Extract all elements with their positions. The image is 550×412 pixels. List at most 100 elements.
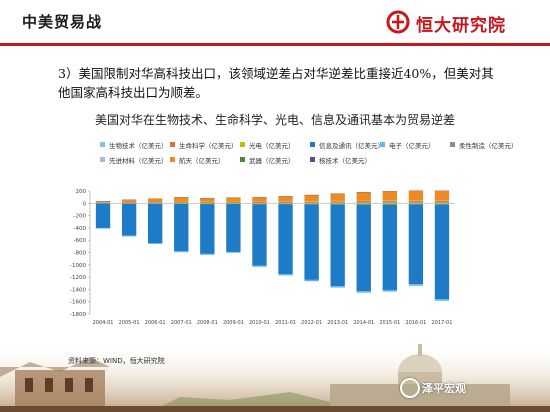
wechat-icon bbox=[400, 378, 420, 398]
x-tick-label: 2013-01 bbox=[327, 320, 348, 326]
bar-segment bbox=[382, 201, 397, 203]
legend-swatch bbox=[170, 142, 175, 147]
legend-item: 生物技术（亿美元） bbox=[100, 140, 170, 150]
bar-segment bbox=[200, 253, 215, 255]
bar-chart: 200 0 -200 -400 -600 -800 -1000 -1200 -1400 -1600… bbox=[70, 189, 455, 326]
bar-segment bbox=[382, 202, 397, 204]
logo-mark-icon bbox=[386, 10, 410, 34]
bar-segment bbox=[304, 203, 319, 205]
bar-segment bbox=[382, 289, 397, 292]
bar-segment bbox=[148, 203, 163, 244]
legend-swatch bbox=[100, 157, 105, 162]
bar-segment bbox=[356, 201, 371, 203]
bar-segment bbox=[356, 192, 371, 201]
legend-label: 航天（亿美元） bbox=[179, 156, 225, 165]
bar-segment bbox=[382, 203, 397, 205]
bar-segment bbox=[278, 201, 293, 203]
legend-label: 核技术（亿美元） bbox=[319, 156, 371, 165]
bar-segment bbox=[226, 203, 241, 252]
bar-segment bbox=[408, 202, 424, 204]
bar-segment bbox=[356, 202, 371, 204]
legend-label: 武器（亿美元） bbox=[249, 156, 295, 165]
bar-segment bbox=[356, 203, 371, 205]
legend-label: 柔性制造（亿美元） bbox=[459, 141, 518, 150]
x-tick-label: 2010-01 bbox=[249, 320, 270, 326]
bar-segment bbox=[330, 204, 345, 287]
x-tick-label: 2016-01 bbox=[405, 320, 426, 326]
bar-segment bbox=[408, 203, 424, 205]
bar-segment bbox=[434, 201, 450, 203]
bar-segment bbox=[200, 198, 215, 202]
bar-segment bbox=[174, 203, 189, 204]
legend-label: 光电（亿美元） bbox=[249, 141, 295, 150]
bar-segment bbox=[252, 202, 267, 203]
bar-segment bbox=[408, 190, 424, 201]
y-tick-label: 200 bbox=[76, 189, 87, 195]
source-note: 资料来源：WIND，恒大研究院 bbox=[68, 357, 165, 365]
bar-segment bbox=[434, 204, 450, 300]
bar-segment bbox=[200, 203, 215, 205]
legend-item: 核技术（亿美元） bbox=[310, 155, 380, 165]
bar-segment bbox=[95, 201, 111, 203]
header-bar: 中美贸易战 恒大研究院 bbox=[0, 0, 550, 44]
bar-segment bbox=[434, 203, 450, 205]
bar-segment bbox=[330, 193, 345, 201]
y-tick-label: -600 bbox=[74, 238, 87, 244]
bar-segment bbox=[174, 197, 189, 202]
bar-segment bbox=[278, 196, 293, 202]
legend-swatch bbox=[240, 142, 245, 147]
bar-segment bbox=[148, 243, 163, 245]
bar-segment bbox=[226, 197, 241, 202]
watermark-text: 泽平宏观 bbox=[422, 382, 466, 395]
logo: 恒大研究院 bbox=[386, 8, 542, 38]
y-tick-label: -400 bbox=[74, 226, 87, 232]
bar-segment bbox=[252, 265, 267, 267]
chart-legend: 生物技术（亿美元） 生命科学（亿美元） 光电（亿美元） 信息及通讯（亿美元） 电子（亿美… bbox=[100, 140, 520, 170]
bar-segment bbox=[95, 203, 111, 228]
legend-item: 航天（亿美元） bbox=[170, 155, 240, 165]
bar-segment bbox=[382, 204, 397, 290]
bar-segment bbox=[330, 201, 345, 203]
x-tick-label: 2008-01 bbox=[197, 320, 218, 326]
bar-segment bbox=[278, 204, 293, 275]
legend-swatch bbox=[240, 157, 245, 162]
bar-segment bbox=[200, 204, 215, 254]
bar-segment bbox=[148, 202, 163, 204]
legend-swatch bbox=[170, 157, 175, 162]
legend-swatch bbox=[100, 142, 105, 147]
x-tick-label: 2004-01 bbox=[93, 320, 114, 326]
bar-segment bbox=[304, 201, 319, 203]
logo-text: 恒大研究院 bbox=[416, 16, 506, 36]
header-divider bbox=[0, 43, 550, 46]
bar-segment bbox=[434, 299, 450, 301]
x-tick-label: 2005-01 bbox=[119, 320, 140, 326]
y-tick-label: -1400 bbox=[70, 287, 86, 293]
bar-segment bbox=[304, 204, 319, 280]
bar-segment bbox=[252, 204, 267, 266]
legend-item: 信息及通讯（亿美元） bbox=[310, 140, 384, 150]
bar-segment bbox=[121, 202, 137, 204]
legend-item: 柔性制造（亿美元） bbox=[450, 140, 520, 150]
body-paragraph: 3）美国限制对华高科技出口，该领域逆差占对华逆差比重接近40%，但美对其他国家高… bbox=[58, 66, 494, 100]
page-title: 中美贸易战 bbox=[22, 13, 103, 31]
bar-segment bbox=[408, 201, 424, 203]
y-tick-label: -1800 bbox=[70, 312, 86, 318]
bar-segment bbox=[174, 203, 189, 252]
x-tick-label: 2015-01 bbox=[379, 320, 400, 326]
footer-building-illustration bbox=[0, 342, 550, 412]
legend-label: 先进材料（亿美元） bbox=[109, 156, 168, 165]
bar-segment bbox=[382, 191, 397, 201]
bar-segment bbox=[330, 203, 345, 205]
legend-row: 生物技术（亿美元） 生命科学（亿美元） 光电（亿美元） 信息及通讯（亿美元） 电子（亿美… bbox=[100, 140, 520, 150]
y-tick-label: -200 bbox=[74, 214, 87, 220]
bar-segment bbox=[408, 284, 424, 286]
x-tick-label: 2011-01 bbox=[275, 320, 296, 326]
bar-segment bbox=[330, 286, 345, 288]
legend-item: 武器（亿美元） bbox=[240, 155, 310, 165]
legend-item: 光电（亿美元） bbox=[240, 140, 310, 150]
y-tick-label: -1000 bbox=[70, 263, 86, 269]
bar-segment bbox=[252, 203, 267, 205]
bar-segment bbox=[434, 190, 450, 201]
bar-segment bbox=[121, 199, 137, 203]
x-tick-label: 2007-01 bbox=[171, 320, 192, 326]
